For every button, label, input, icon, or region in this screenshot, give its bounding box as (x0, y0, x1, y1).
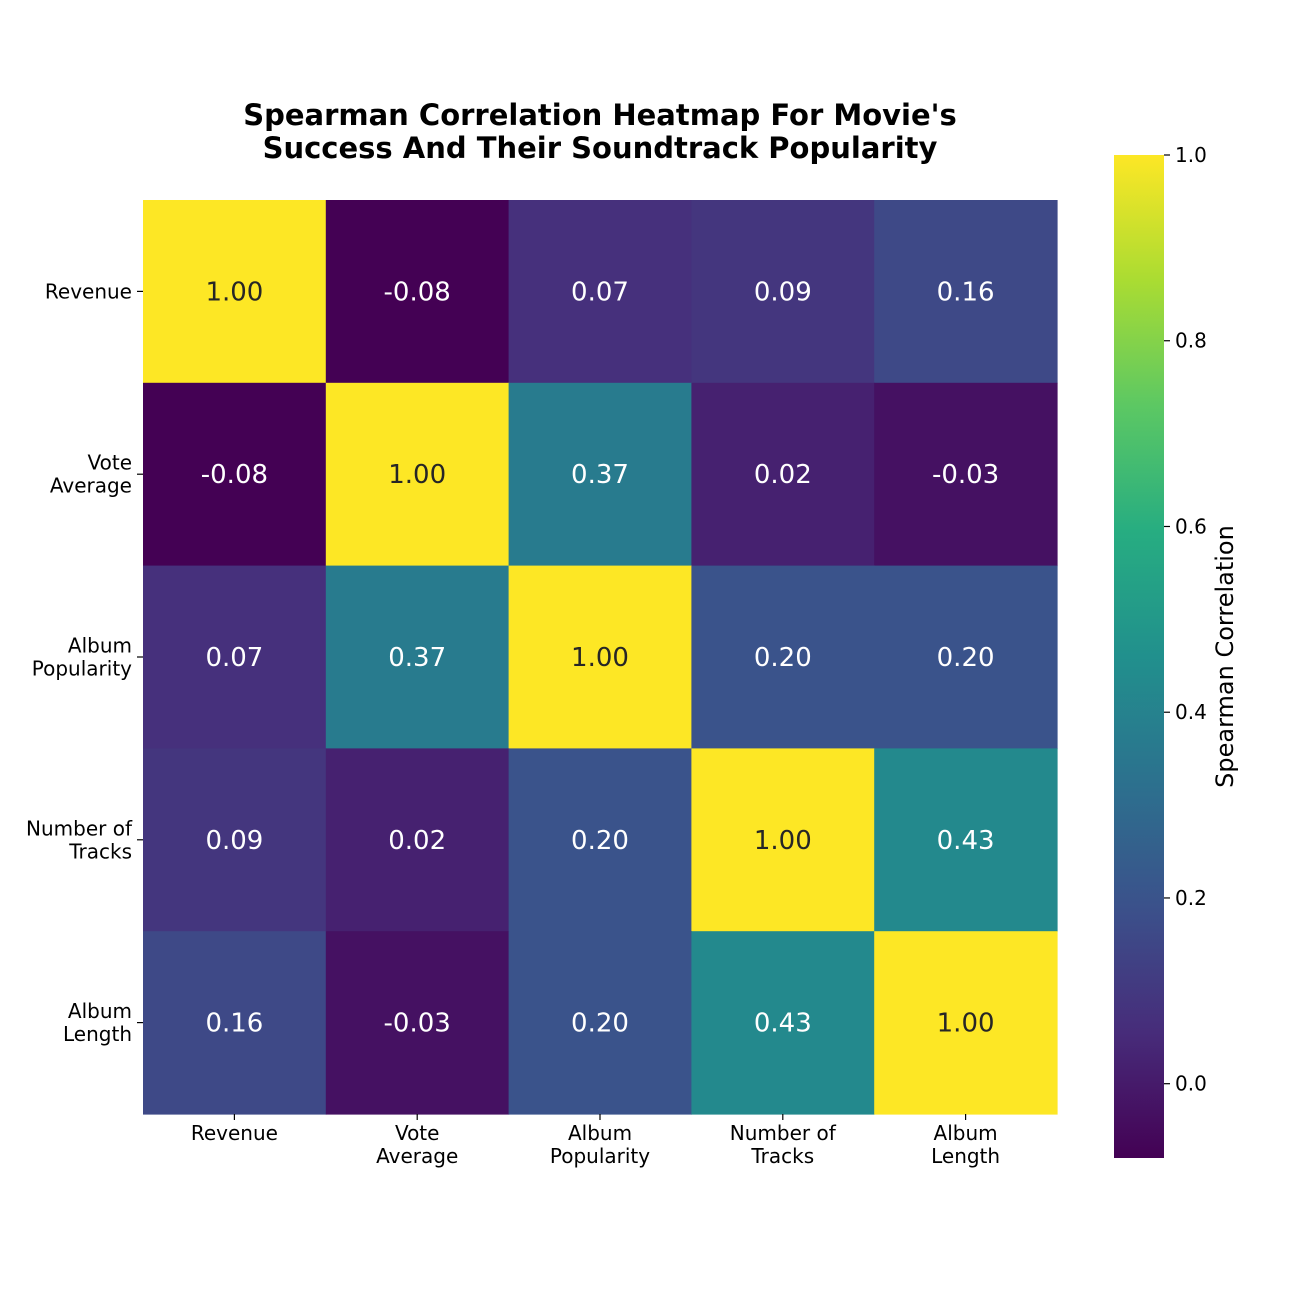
heatmap-cell (691, 382, 875, 567)
heatmap-cell (325, 931, 510, 1115)
heatmap-cell (325, 748, 510, 932)
heatmap-cell (325, 382, 510, 567)
heatmap-cell (874, 565, 1058, 749)
heatmap-cell-value: 0.07 (205, 643, 263, 673)
x-tick-label: Number of (730, 1121, 837, 1145)
heatmap-cell (691, 200, 875, 384)
heatmap-cell (508, 200, 692, 384)
colorbar-tick-label: 0.0 (1175, 1072, 1207, 1096)
heatmap-cell-value: 1.00 (937, 1009, 995, 1039)
heatmap-cell-value: 0.16 (937, 277, 995, 307)
y-tick-label: Album (68, 999, 132, 1023)
x-tick-label: Album (568, 1121, 632, 1145)
x-tick-label: Album (934, 1121, 998, 1145)
heatmap-cell-value: 0.02 (388, 826, 446, 856)
colorbar-tick-label: 1.0 (1175, 143, 1207, 167)
heatmap-cell-value: -0.08 (201, 460, 268, 490)
heatmap-cell-value: -0.03 (932, 460, 999, 490)
heatmap-cells (143, 200, 1058, 1115)
heatmap-cell-value: 0.09 (205, 826, 263, 856)
heatmap-cell-value: 1.00 (205, 277, 263, 307)
heatmap-cell (874, 382, 1058, 567)
x-tick-label: Tracks (750, 1144, 814, 1168)
x-tick-label: Length (931, 1144, 1000, 1168)
heatmap-cell (143, 565, 327, 749)
heatmap-cell (325, 200, 510, 384)
heatmap-cell-value: 0.43 (937, 826, 995, 856)
y-tick-label: Popularity (32, 657, 132, 681)
y-tick-label: Number of (26, 816, 133, 840)
colorbar-tick-label: 0.2 (1175, 886, 1207, 910)
heatmap-cell (143, 200, 327, 384)
heatmap-cell (874, 931, 1058, 1115)
x-tick-label: Revenue (191, 1121, 278, 1145)
heatmap-cell-value: 0.20 (571, 1009, 629, 1039)
heatmap-cell-value: 1.00 (754, 826, 812, 856)
x-tick-label: Popularity (550, 1144, 650, 1168)
x-tick-label: Vote (395, 1121, 440, 1145)
y-tick-label: Length (63, 1022, 132, 1046)
colorbar-tick-label: 0.4 (1175, 700, 1207, 724)
heatmap-cell-value: 1.00 (571, 643, 629, 673)
heatmap-cell (143, 748, 327, 932)
heatmap-cell-value: -0.08 (384, 277, 451, 307)
y-axis-ticks: RevenueVoteAverageAlbumPopularityNumber … (26, 279, 143, 1046)
chart-title-line: Success And Their Soundtrack Popularity (263, 131, 938, 165)
colorbar-tick-label: 0.8 (1175, 329, 1207, 353)
heatmap-cell-value: 0.37 (388, 643, 446, 673)
y-tick-label: Album (68, 634, 132, 658)
heatmap-cell (691, 565, 875, 749)
heatmap-cell-value: 0.20 (571, 826, 629, 856)
heatmap-cell (508, 565, 692, 749)
heatmap-cell-value: 0.20 (937, 643, 995, 673)
x-tick-label: Average (376, 1144, 458, 1168)
heatmap-cell-value: 0.37 (571, 460, 629, 490)
heatmap-cell (143, 382, 327, 567)
heatmap-cell (508, 748, 692, 932)
heatmap-cell (325, 565, 510, 749)
heatmap-cell-value: 0.43 (754, 1009, 812, 1039)
colorbar-ticks: 0.0 0.2 0.4 0.6 0.8 1.0 (1164, 143, 1207, 1096)
heatmap-cell (691, 931, 875, 1115)
heatmap-cell-value: 0.20 (754, 643, 812, 673)
heatmap-cell (874, 200, 1058, 384)
heatmap-cell (143, 931, 327, 1115)
y-tick-label: Average (50, 474, 132, 498)
heatmap-cell (874, 748, 1058, 932)
y-tick-label: Vote (87, 451, 132, 475)
heatmap-cell (691, 748, 875, 932)
heatmap-cell (508, 382, 692, 567)
chart-title-line: Spearman Correlation Heatmap For Movie's (243, 98, 957, 132)
heatmap-cell-labels: 1.00 -0.08 0.07 0.09 0.16 -0.08 1.00 0.37 0.02 -0… (201, 277, 999, 1038)
colorbar-label: Spearman Correlation (1211, 525, 1239, 788)
heatmap-cell-value: -0.03 (384, 1009, 451, 1039)
chart-title: Spearman Correlation Heatmap For Movie's… (243, 98, 957, 165)
heatmap-cell-value: 0.16 (205, 1009, 263, 1039)
heatmap-cell-value: 0.07 (571, 277, 629, 307)
heatmap-cell (508, 931, 692, 1115)
heatmap-cell-value: 0.09 (754, 277, 812, 307)
heatmap-cell-value: 0.02 (754, 460, 812, 490)
x-axis-ticks: Revenue VoteAverageAlbumPopularityNumber … (191, 1114, 1000, 1168)
colorbar (1114, 155, 1164, 1158)
colorbar-tick-label: 0.6 (1175, 514, 1207, 538)
y-tick-label: Tracks (68, 839, 132, 863)
heatmap-cell-value: 1.00 (388, 460, 446, 490)
y-tick-label: Revenue (45, 279, 132, 303)
